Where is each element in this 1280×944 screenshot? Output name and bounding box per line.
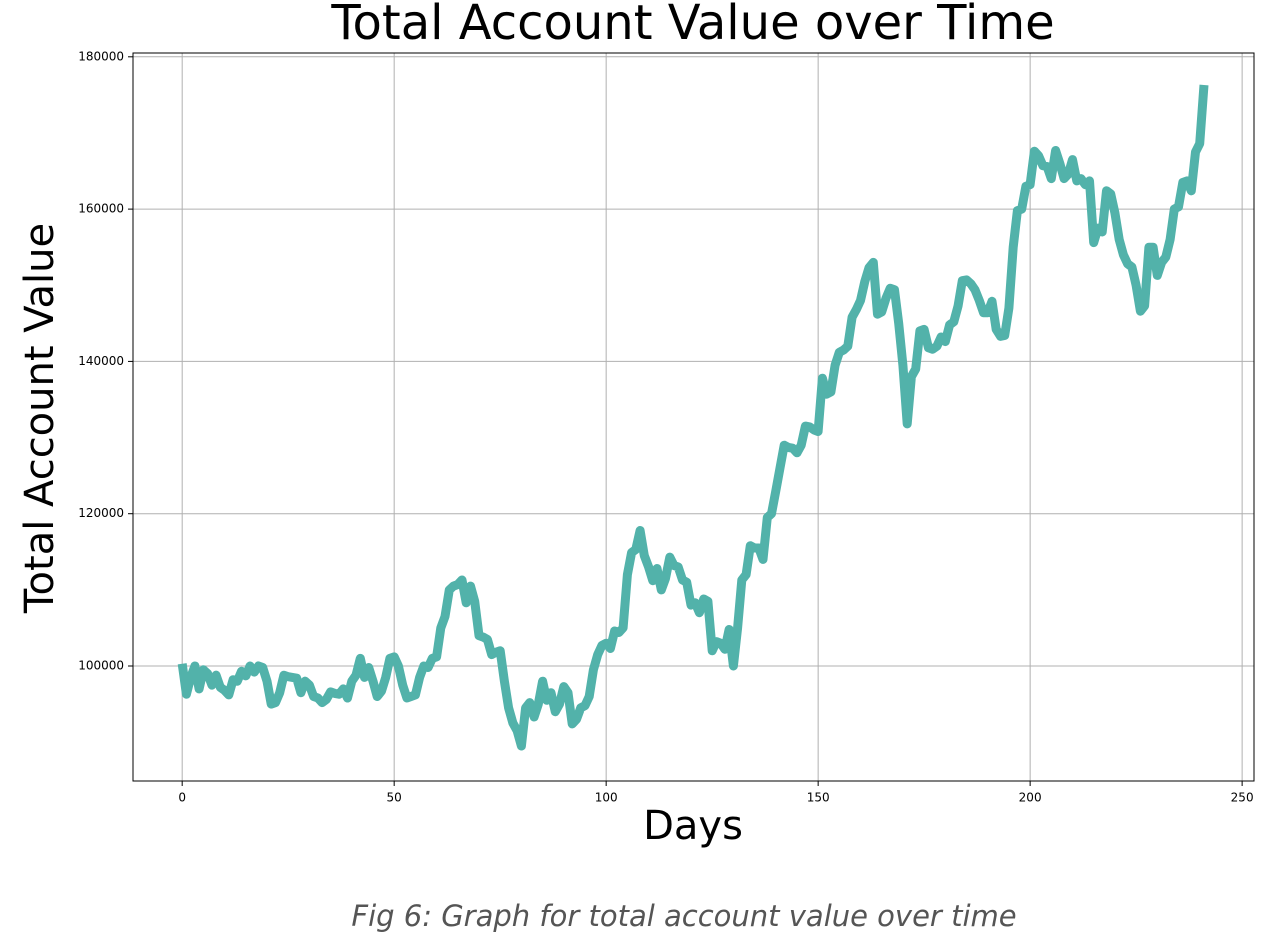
x-tick-label: 150	[807, 791, 830, 805]
y-tick-label: 100000	[78, 659, 124, 673]
plot-frame	[132, 52, 1255, 782]
x-tick-label: 200	[1019, 791, 1042, 805]
x-axis-label: Days	[643, 803, 743, 849]
y-tick-label: 140000	[78, 354, 124, 368]
y-tick-label: 120000	[78, 506, 124, 520]
x-tick-label: 0	[178, 791, 186, 805]
x-tick-label: 250	[1231, 791, 1254, 805]
chart-title: Total Account Value over Time	[330, 0, 1054, 51]
y-axis-label: Total Account Value	[17, 223, 63, 614]
data-line	[177, 84, 1209, 751]
y-tick-label: 160000	[78, 202, 124, 216]
y-tick-label: 180000	[78, 49, 124, 63]
caption: Fig 6: Graph for total account value ove…	[351, 899, 1016, 933]
x-tick-label: 50	[387, 791, 402, 805]
x-tick-label: 100	[595, 791, 618, 805]
